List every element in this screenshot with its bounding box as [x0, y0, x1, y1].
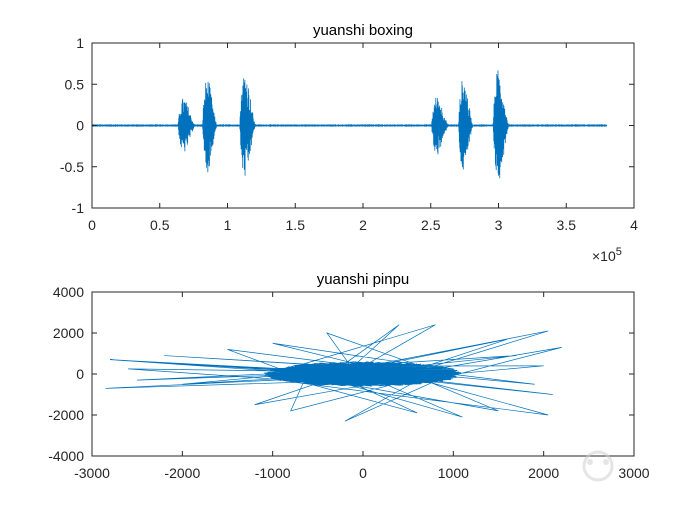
waveform-y-tick-label: -1 [72, 200, 85, 216]
subplot-waveform: yuanshi boxing 0 0.5 1 1.5 2 2.5 3 3.5 4 -1-0.50… [60, 22, 638, 264]
spectrum-x-tick-label: -1000 [255, 465, 291, 481]
waveform-y-tick-label: 1 [76, 35, 84, 51]
waveform-x-tick-label: 0.5 [150, 217, 170, 233]
spectrum-y-tick-label: 0 [76, 366, 84, 382]
waveform-y-tick-label: -0.5 [60, 159, 84, 175]
waveform-y-axis: -1 -0.5 0 0.5 1 [60, 35, 634, 216]
spectrum-x-tick-label: -3000 [74, 465, 110, 481]
watermark-logo [582, 450, 614, 482]
waveform-x-tick-label: 2.5 [421, 217, 441, 233]
spectrum-title: yuanshi pinpu [317, 271, 410, 288]
spectrum-series-line [105, 324, 562, 422]
spectrum-y-tick-label: -4000 [48, 448, 84, 464]
waveform-x-tick-label: 1 [224, 217, 232, 233]
waveform-x-tick-label: 4 [630, 217, 638, 233]
spectrum-y-tick-label: -2000 [48, 407, 84, 423]
spectrum-y-tick-label: 4000 [53, 284, 84, 300]
waveform-x-axis: 0 0.5 1 1.5 2 2.5 3 3.5 4 [88, 43, 638, 233]
waveform-series-line [91, 70, 608, 179]
spectrum-x-tick-label: 1000 [438, 465, 469, 481]
spectrum-x-tick-label: 3000 [618, 465, 649, 481]
waveform-y-tick-label: 0.5 [65, 76, 85, 92]
spectrum-x-tick-label: 0 [359, 465, 367, 481]
waveform-x-exponent: ×105 [592, 246, 622, 264]
spectrum-x-tick-label: 2000 [528, 465, 559, 481]
spectrum-y-tick-label: 2000 [53, 325, 84, 341]
spectrum-x-tick-label: -2000 [164, 465, 200, 481]
spectrum-plot-area [105, 324, 562, 422]
waveform-x-tick-label: 1.5 [286, 217, 306, 233]
subplot-spectrum: yuanshi pinpu -3000 -2000 -1000 0 1000 2000 30… [48, 271, 650, 481]
waveform-plot-area [91, 70, 608, 179]
spectrum-x-axis: -3000 -2000 -1000 0 1000 2000 3000 [74, 292, 650, 481]
waveform-x-tick-label: 3.5 [557, 217, 577, 233]
waveform-title: yuanshi boxing [313, 22, 413, 39]
waveform-y-tick-label: 0 [76, 118, 84, 134]
waveform-x-tick-label: 3 [495, 217, 503, 233]
waveform-x-tick-label: 2 [359, 217, 367, 233]
spectrum-y-axis: -4000 -2000 0 2000 4000 [48, 284, 634, 464]
waveform-x-tick-label: 0 [88, 217, 96, 233]
